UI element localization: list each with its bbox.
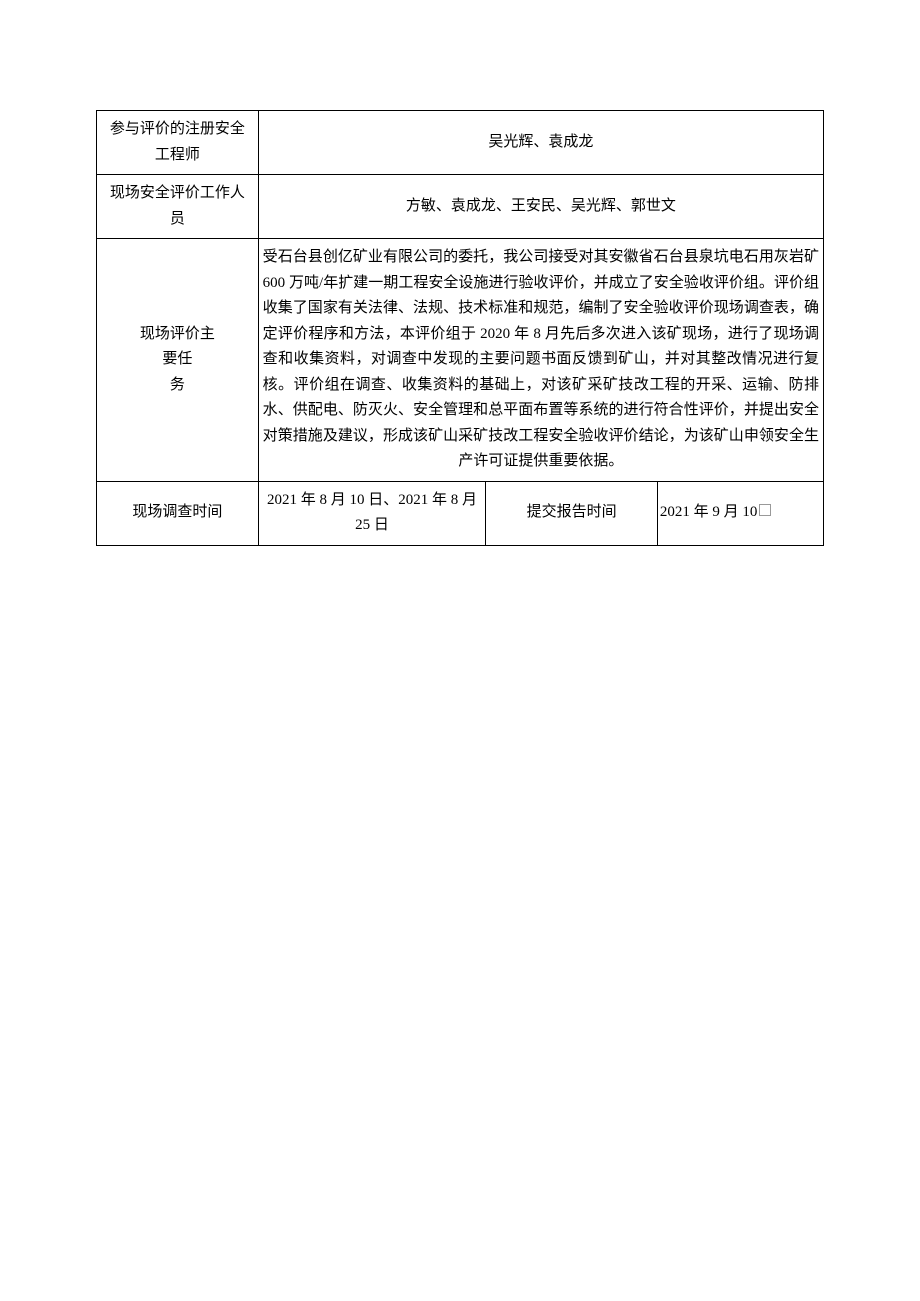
survey-date-value: 2021 年 8 月 10 日、2021 年 8 月 25 日	[258, 481, 486, 545]
table-row: 参与评价的注册安全 工程师 吴光辉、袁成龙	[97, 111, 824, 175]
engineers-label: 参与评价的注册安全 工程师	[97, 111, 259, 175]
engineers-value: 吴光辉、袁成龙	[258, 111, 823, 175]
survey-date-label: 现场调查时间	[97, 481, 259, 545]
submit-date-label: 提交报告时间	[486, 481, 658, 545]
evaluation-table: 参与评价的注册安全 工程师 吴光辉、袁成龙 现场安全评价工作人 员 方敏、袁成龙…	[96, 110, 824, 546]
table-row: 现场安全评价工作人 员 方敏、袁成龙、王安民、吴光辉、郭世文	[97, 175, 824, 239]
onsite-staff-value: 方敏、袁成龙、王安民、吴光辉、郭世文	[258, 175, 823, 239]
submit-date-value: 2021 年 9 月 10	[657, 481, 823, 545]
submit-date-text: 2021 年 9 月 10	[660, 504, 758, 520]
table-row: 现场评价主 要任 务 受石台县创亿矿业有限公司的委托，我公司接受对其安徽省石台县…	[97, 239, 824, 482]
main-task-value: 受石台县创亿矿业有限公司的委托，我公司接受对其安徽省石台县泉坑电石用灰岩矿 60…	[258, 239, 823, 482]
table-row: 现场调查时间 2021 年 8 月 10 日、2021 年 8 月 25 日 提…	[97, 481, 824, 545]
page-container: 参与评价的注册安全 工程师 吴光辉、袁成龙 现场安全评价工作人 员 方敏、袁成龙…	[0, 0, 920, 596]
onsite-staff-label: 现场安全评价工作人 员	[97, 175, 259, 239]
main-task-label: 现场评价主 要任 务	[97, 239, 259, 482]
missing-char-box	[759, 504, 771, 516]
